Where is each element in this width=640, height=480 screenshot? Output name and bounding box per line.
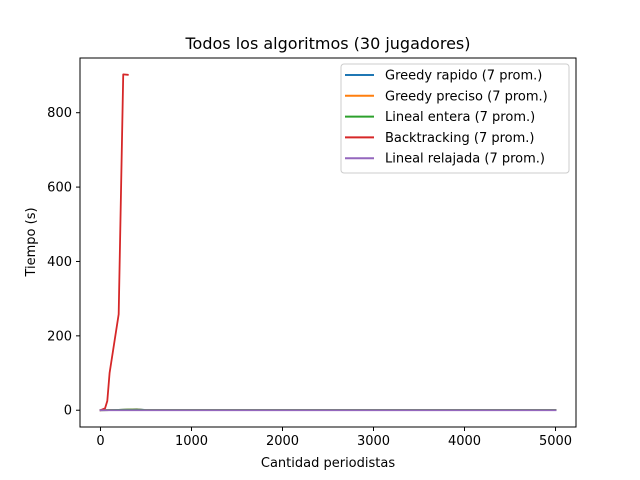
y-tick-label: 600	[47, 181, 72, 196]
x-axis-label: Cantidad periodistas	[261, 456, 395, 471]
y-tick-label: 800	[47, 106, 72, 121]
chart-title: Todos los algoritmos (30 jugadores)	[185, 34, 471, 53]
plot-frame	[79, 57, 577, 428]
y-axis-label: Tiempo (s)	[24, 207, 39, 277]
x-tick-label: 2000	[266, 434, 299, 449]
y-axis-ticks: 0 200 400 600 800	[47, 106, 80, 419]
legend: Greedy rapido (7 prom.) Greedy preciso (7…	[340, 63, 570, 174]
x-axis-ticks: 0 1000 2000 3000 4000 5000	[96, 427, 572, 449]
legend-label: Greedy rapido (7 prom.)	[385, 69, 542, 84]
series-line	[99, 73, 129, 412]
y-tick-label: 0	[64, 404, 72, 419]
legend-label: Backtracking (7 prom.)	[385, 131, 535, 146]
legend-label: Greedy preciso (7 prom.)	[385, 89, 548, 104]
series-layer	[99, 73, 557, 412]
x-tick-label: 5000	[539, 434, 572, 449]
legend-label: Lineal relajada (7 prom.)	[385, 152, 545, 167]
y-tick-label: 200	[47, 329, 72, 344]
x-tick-label: 3000	[357, 434, 390, 449]
legend-label: Lineal entera (7 prom.)	[385, 110, 535, 125]
legend-box	[340, 63, 570, 174]
x-tick-label: 0	[96, 434, 104, 449]
x-tick-label: 4000	[448, 434, 481, 449]
y-tick-label: 400	[47, 255, 72, 270]
x-tick-label: 1000	[175, 434, 208, 449]
